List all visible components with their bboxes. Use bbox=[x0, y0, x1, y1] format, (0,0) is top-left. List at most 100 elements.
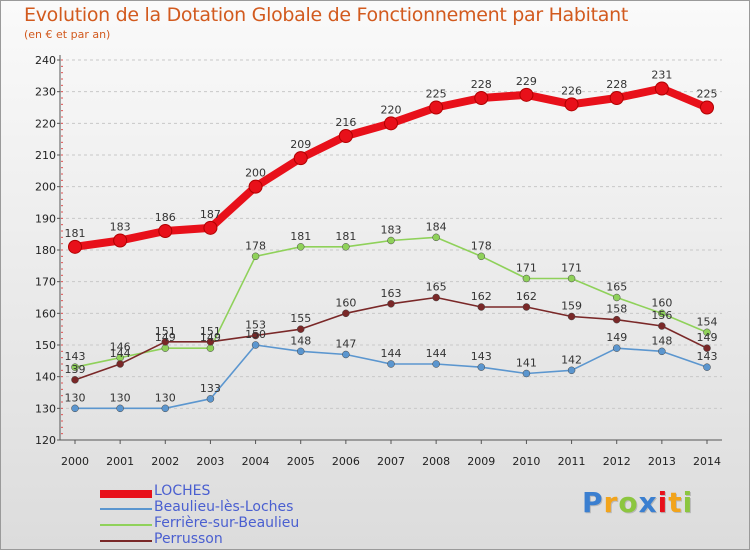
data-point bbox=[206, 338, 215, 346]
data-point bbox=[700, 100, 714, 115]
x-tick-label: 2002 bbox=[151, 455, 179, 468]
data-label: 133 bbox=[200, 382, 221, 395]
data-label: 228 bbox=[606, 78, 627, 91]
data-label: 183 bbox=[110, 221, 131, 234]
data-point bbox=[203, 220, 218, 235]
data-point bbox=[296, 347, 305, 356]
data-point bbox=[612, 344, 621, 352]
data-point bbox=[338, 129, 353, 143]
x-tick-label: 2006 bbox=[332, 455, 360, 468]
data-point bbox=[567, 274, 576, 283]
data-label: 225 bbox=[697, 88, 718, 101]
series-beaulieu-les-loches bbox=[71, 341, 711, 413]
data-label: 200 bbox=[245, 167, 266, 180]
data-label: 171 bbox=[561, 262, 582, 275]
data-label: 181 bbox=[65, 227, 86, 240]
y-tick-label: 210 bbox=[35, 149, 56, 162]
data-point bbox=[387, 300, 395, 308]
data-point bbox=[296, 325, 305, 333]
series-perrusson bbox=[71, 293, 711, 384]
y-tick-label: 120 bbox=[35, 434, 56, 447]
data-label: 141 bbox=[516, 357, 537, 370]
data-label: 130 bbox=[65, 391, 86, 404]
data-label: 130 bbox=[155, 391, 176, 404]
data-point bbox=[477, 303, 486, 311]
chart-subtitle: (en € et par an) bbox=[24, 28, 111, 41]
data-point bbox=[522, 303, 531, 311]
y-tick-label: 190 bbox=[35, 212, 56, 225]
data-point bbox=[161, 404, 170, 413]
data-label: 142 bbox=[561, 353, 582, 366]
data-label: 144 bbox=[110, 347, 131, 360]
legend: LOCHES Beaulieu-lès-Loches Ferrière-sur-Be… bbox=[100, 483, 360, 548]
data-point bbox=[206, 344, 215, 352]
y-tick-label: 150 bbox=[35, 339, 56, 352]
y-tick-label: 220 bbox=[35, 117, 56, 130]
data-label: 162 bbox=[516, 290, 537, 303]
legend-swatch bbox=[100, 508, 152, 510]
data-point bbox=[161, 338, 170, 346]
data-point bbox=[206, 395, 215, 403]
data-label: 165 bbox=[606, 281, 627, 294]
data-point bbox=[342, 243, 350, 251]
data-label: 220 bbox=[381, 103, 402, 116]
data-point bbox=[71, 376, 79, 384]
series-ferriere-sur-beaulieu bbox=[71, 233, 711, 371]
data-point bbox=[158, 224, 173, 238]
data-label: 181 bbox=[335, 230, 356, 243]
data-label: 149 bbox=[200, 331, 221, 344]
data-point bbox=[703, 328, 711, 337]
data-label: 231 bbox=[651, 69, 672, 82]
legend-item-ferriere-sur-beaulieu: Ferrière-sur-Beaulieu bbox=[100, 515, 360, 532]
data-point bbox=[384, 116, 398, 131]
data-point bbox=[658, 309, 666, 318]
chart-title: Evolution de la Dotation Globale de Fonc… bbox=[24, 4, 629, 26]
data-label: 178 bbox=[471, 239, 492, 252]
data-label: 146 bbox=[110, 341, 131, 354]
data-label: 171 bbox=[516, 262, 537, 275]
data-label: 165 bbox=[426, 281, 447, 294]
legend-swatch bbox=[100, 540, 152, 542]
data-point bbox=[113, 233, 128, 248]
data-label: 216 bbox=[335, 116, 356, 129]
y-tick-label: 130 bbox=[35, 402, 56, 415]
legend-swatch bbox=[100, 524, 152, 526]
data-point bbox=[612, 293, 621, 302]
data-label: 186 bbox=[155, 211, 176, 224]
legend-item-beaulieu-les-loches: Beaulieu-lès-Loches bbox=[100, 499, 360, 516]
data-label: 184 bbox=[426, 220, 447, 233]
data-label: 178 bbox=[245, 239, 266, 252]
x-tick-label: 2012 bbox=[603, 455, 631, 468]
data-label: 151 bbox=[155, 325, 176, 338]
y-tick-label: 240 bbox=[35, 54, 56, 67]
data-point bbox=[342, 309, 350, 318]
y-tick-label: 200 bbox=[35, 181, 56, 194]
data-point bbox=[116, 360, 124, 368]
series-loches bbox=[68, 81, 714, 254]
legend-label: Beaulieu-lès-Loches bbox=[154, 499, 294, 515]
data-point bbox=[567, 366, 576, 375]
data-point bbox=[522, 274, 531, 283]
y-tick-label: 180 bbox=[35, 244, 56, 257]
data-point bbox=[612, 315, 621, 324]
data-label: 143 bbox=[471, 350, 492, 363]
data-point bbox=[68, 239, 82, 254]
data-point bbox=[522, 369, 531, 378]
data-label: 226 bbox=[561, 84, 582, 97]
data-label: 153 bbox=[245, 319, 266, 332]
data-label: 144 bbox=[426, 347, 447, 360]
proxiti-logo: Proxiti bbox=[582, 486, 694, 519]
data-label: 163 bbox=[381, 287, 402, 300]
x-tick-label: 2000 bbox=[61, 455, 89, 468]
data-label: 156 bbox=[651, 309, 672, 322]
data-label: 130 bbox=[110, 391, 131, 404]
legend-label: Perrusson bbox=[154, 531, 223, 547]
x-tick-label: 2014 bbox=[693, 455, 721, 468]
data-label: 149 bbox=[697, 331, 718, 344]
data-point bbox=[71, 363, 79, 371]
x-tick-label: 2001 bbox=[106, 455, 134, 468]
data-point bbox=[248, 179, 263, 194]
data-point bbox=[116, 404, 124, 413]
